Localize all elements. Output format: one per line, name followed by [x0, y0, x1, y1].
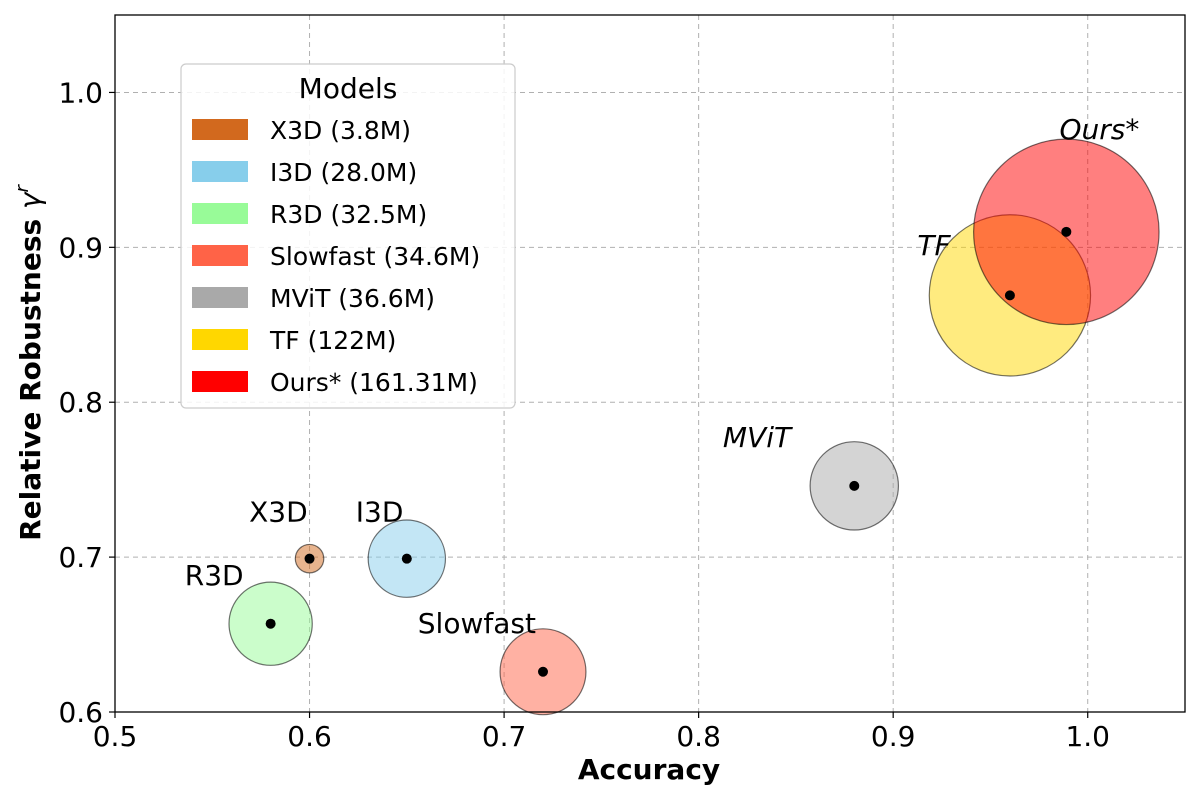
- label-r3d: R3D: [185, 559, 244, 592]
- legend-swatch: [192, 329, 248, 350]
- legend-swatch: [192, 371, 248, 392]
- x-tick-label: 0.7: [482, 720, 527, 753]
- legend-entries: X3D (3.8M) I3D (28.0M) R3D (32.5M) Slowfast…: [192, 116, 480, 397]
- point-x3d: [304, 553, 315, 564]
- point-ours: [1061, 226, 1072, 237]
- label-i3d: I3D: [356, 495, 404, 528]
- y-tick-label: 0.8: [58, 386, 103, 419]
- x-tick-label: 0.8: [676, 720, 721, 753]
- point-r3d: [265, 618, 276, 629]
- y-axis-title: Relative Robustness γr: [12, 183, 47, 540]
- legend-swatch: [192, 203, 248, 224]
- point-i3d: [401, 553, 412, 564]
- legend-swatch: [192, 119, 248, 140]
- label-slowfast: Slowfast: [418, 607, 536, 640]
- legend-entry-label: R3D (32.5M): [270, 200, 427, 229]
- label-x3d: X3D: [249, 495, 308, 528]
- plot-frame: [114, 14, 1186, 713]
- x-axis-ticks: 0.5 0.6 0.7 0.8 0.9 1.0: [93, 712, 1110, 753]
- x-axis-title: Accuracy: [578, 753, 720, 786]
- point-mvit: [849, 480, 860, 491]
- legend-entry-label: MViT (36.6M): [270, 284, 435, 313]
- point-slowfast: [538, 666, 548, 677]
- point-tf: [1004, 290, 1015, 301]
- x-tick-label: 1.0: [1065, 720, 1110, 753]
- legend-title: Models: [299, 72, 398, 105]
- y-tick-label: 1.0: [58, 76, 103, 109]
- y-tick-label: 0.9: [58, 231, 103, 264]
- x-tick-label: 0.9: [871, 720, 916, 753]
- center-points: [265, 226, 1072, 677]
- legend-entry-label: Slowfast (34.6M): [270, 242, 480, 271]
- legend-entry-label: TF (122M): [269, 326, 396, 355]
- legend-swatch: [192, 161, 248, 182]
- x-tick-label: 0.6: [287, 720, 332, 753]
- y-axis-title-superscript: r: [12, 183, 33, 192]
- y-axis-title-symbol: γ: [14, 191, 47, 209]
- legend-box: [180, 63, 516, 409]
- y-axis-title-main: Relative Robustness: [14, 209, 47, 541]
- y-tick-label: 0.6: [58, 696, 103, 729]
- legend: Models X3D (3.8M) I3D (28.0M) R3D (32.5M) S…: [180, 63, 516, 409]
- legend-swatch: [192, 245, 248, 266]
- legend-swatch: [192, 287, 248, 308]
- y-tick-label: 0.7: [58, 541, 103, 574]
- label-ours: Ours*: [1059, 113, 1139, 146]
- label-mvit: MViT: [723, 421, 793, 454]
- y-axis-ticks: 0.6 0.7 0.8 0.9 1.0: [58, 76, 115, 729]
- x-tick-label: 0.5: [93, 720, 138, 753]
- point-labels: X3D I3D R3D Slowfast MViT TF Ours*: [185, 113, 1140, 640]
- legend-entry-label: Ours* (161.31M): [270, 368, 478, 397]
- legend-entry-label: X3D (3.8M): [270, 116, 411, 145]
- legend-entry-label: I3D (28.0M): [270, 158, 417, 187]
- label-tf: TF: [917, 229, 951, 262]
